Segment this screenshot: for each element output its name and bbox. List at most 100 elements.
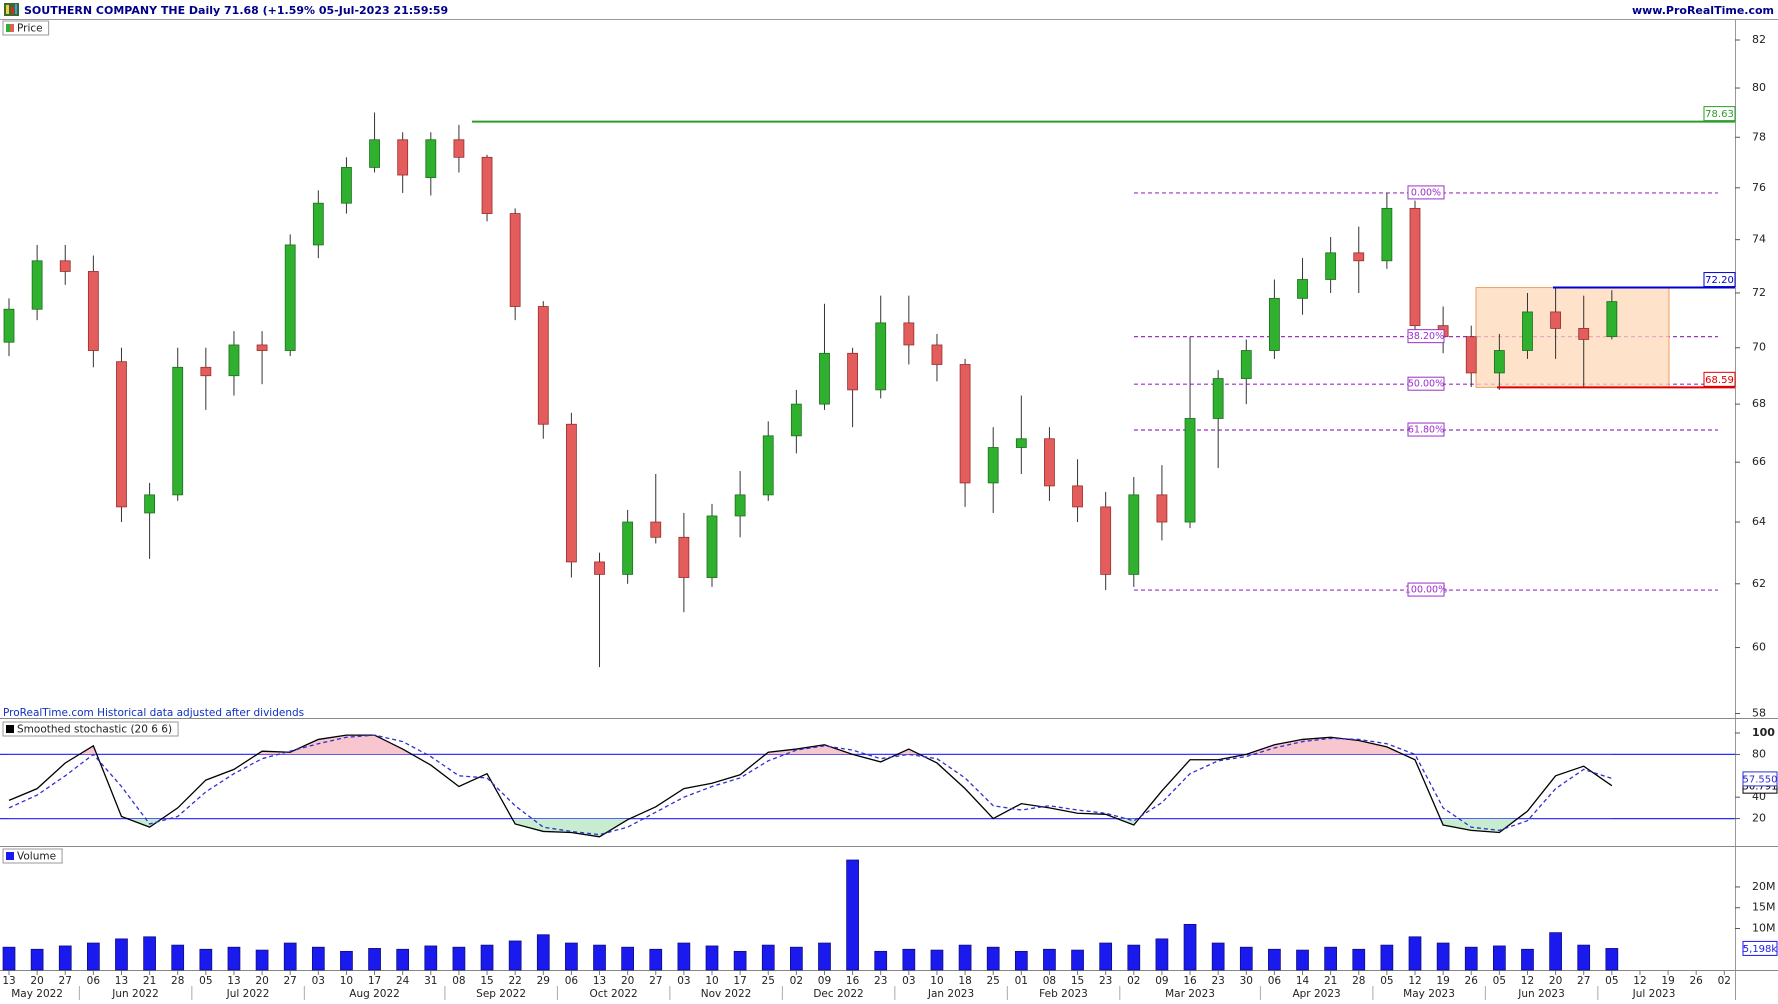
y-tick-label: 64 <box>1752 515 1766 528</box>
candle-body <box>959 364 971 484</box>
x-tick-label: 02 <box>790 975 803 987</box>
candle-body <box>734 494 746 517</box>
volume-bar <box>705 945 719 971</box>
x-tick-label: 26 <box>1690 975 1704 987</box>
x-tick-label: 25 <box>762 975 775 987</box>
volume-bar <box>1521 948 1534 971</box>
x-tick-label: 28 <box>171 975 184 987</box>
candle-body <box>1072 485 1083 508</box>
x-tick-label: 10 <box>930 975 943 987</box>
x-tick-label: 12 <box>1408 975 1421 987</box>
fib-label: 100.00% <box>1405 585 1447 596</box>
volume-bar <box>1043 948 1056 971</box>
x-tick-label: 27 <box>284 975 297 987</box>
x-tick-label: 20 <box>621 975 634 987</box>
last-value-label-box <box>1742 940 1778 956</box>
x-tick-label: 06 <box>87 975 101 987</box>
x-tick-label: 10 <box>705 975 718 987</box>
y-tick-label: 78 <box>1752 130 1766 143</box>
volume-bar <box>1296 949 1309 971</box>
x-tick-label: 01 <box>1015 975 1028 987</box>
last-value-label: 50.791 <box>1743 782 1778 793</box>
source-link[interactable]: www.ProRealTime.com <box>1632 4 1774 17</box>
level-label-box <box>1703 371 1736 387</box>
x-tick-label: 13 <box>2 975 15 987</box>
volume-bar <box>115 938 128 971</box>
x-tick-label: 17 <box>733 975 746 987</box>
volume-bar <box>986 946 1000 971</box>
candle-body <box>397 139 409 176</box>
volume-bar <box>1380 944 1394 971</box>
x-tick-label: 23 <box>1099 975 1112 987</box>
candle-body <box>819 352 830 405</box>
volume-bar <box>283 942 297 971</box>
x-tick-label: 15 <box>480 975 493 987</box>
y-tick-label: 76 <box>1752 181 1766 194</box>
legend-box[interactable]: Volume <box>2 848 63 864</box>
volume-bar <box>340 950 353 971</box>
layer: 13 20 27 06 13 21 28 05 13 20 27 03 10 17 24 31 08 15 22 29… <box>2 33 1776 1000</box>
volume-bar <box>1352 948 1366 971</box>
x-tick-label: 15 <box>1071 975 1084 987</box>
candle-body <box>1156 494 1168 523</box>
x-tick-label: 28 <box>1352 975 1365 987</box>
volume-bar <box>171 944 185 971</box>
volume-bar <box>1071 949 1084 971</box>
x-month-label: Jan 2023 <box>927 988 974 1000</box>
x-month-label: Aug 2022 <box>349 988 400 1000</box>
y-tick-label: 62 <box>1752 577 1766 590</box>
candle-body <box>706 515 718 578</box>
x-month-label: Feb 2023 <box>1039 988 1088 1000</box>
legend-box[interactable]: Smoothed stochastic (20 6 6) <box>2 721 179 737</box>
x-tick-label: 16 <box>1183 975 1197 987</box>
level-label-box <box>1703 272 1736 288</box>
x-month-label: Oct 2022 <box>589 988 637 1000</box>
candle-body <box>312 202 324 246</box>
volume-bar <box>30 948 44 971</box>
candle-body <box>1240 350 1252 379</box>
x-tick-label: 13 <box>227 975 240 987</box>
volume-bar <box>480 944 494 971</box>
volume-bar <box>818 942 831 971</box>
x-tick-label: 21 <box>143 975 156 987</box>
volume-bar <box>761 944 775 971</box>
level-label: 68.59 <box>1705 375 1734 386</box>
x-tick-label: 23 <box>874 975 887 987</box>
candle-body <box>1353 252 1365 262</box>
y-tick-label: 60 <box>1752 641 1766 654</box>
y-tick-label: 80 <box>1752 81 1766 94</box>
x-month-label: Jul 2023 <box>1632 988 1676 1000</box>
volume-bar <box>1211 942 1225 971</box>
fib-label-box <box>1407 185 1445 200</box>
x-tick-label: 20 <box>1549 975 1562 987</box>
x-tick-label: 08 <box>452 975 465 987</box>
x-month-label: May 2022 <box>11 988 63 1000</box>
volume-bar <box>1239 946 1253 971</box>
x-month-label: Jun 2022 <box>111 988 158 1000</box>
fib-label-box <box>1407 329 1445 344</box>
candle-body <box>3 308 15 343</box>
x-month-label: Jul 2022 <box>226 988 270 1000</box>
y-tick-label: 58 <box>1752 707 1766 720</box>
fib-label-box <box>1407 582 1445 597</box>
x-month-label: May 2023 <box>1403 988 1455 1000</box>
legend-label: Volume <box>17 851 56 863</box>
volume-bar <box>930 949 944 971</box>
volume-bar <box>199 948 213 971</box>
x-tick-label: 14 <box>1296 975 1310 987</box>
header-bar <box>0 0 1778 19</box>
volume-bar <box>846 859 859 971</box>
last-value-label: 5,198k <box>1743 944 1778 955</box>
volume-bar <box>1099 942 1113 971</box>
x-month-label: Nov 2022 <box>701 988 752 1000</box>
y-tick-label: 68 <box>1752 397 1766 410</box>
candle-body <box>566 423 577 563</box>
volume-bar <box>396 948 410 971</box>
x-tick-label: 24 <box>396 975 410 987</box>
x-tick-label: 31 <box>424 975 437 987</box>
x-month-label: Jun 2023 <box>1517 988 1564 1000</box>
legend-box[interactable]: Price <box>2 20 50 36</box>
y-tick-label: 10M <box>1752 921 1776 934</box>
x-tick-label: 20 <box>30 975 43 987</box>
